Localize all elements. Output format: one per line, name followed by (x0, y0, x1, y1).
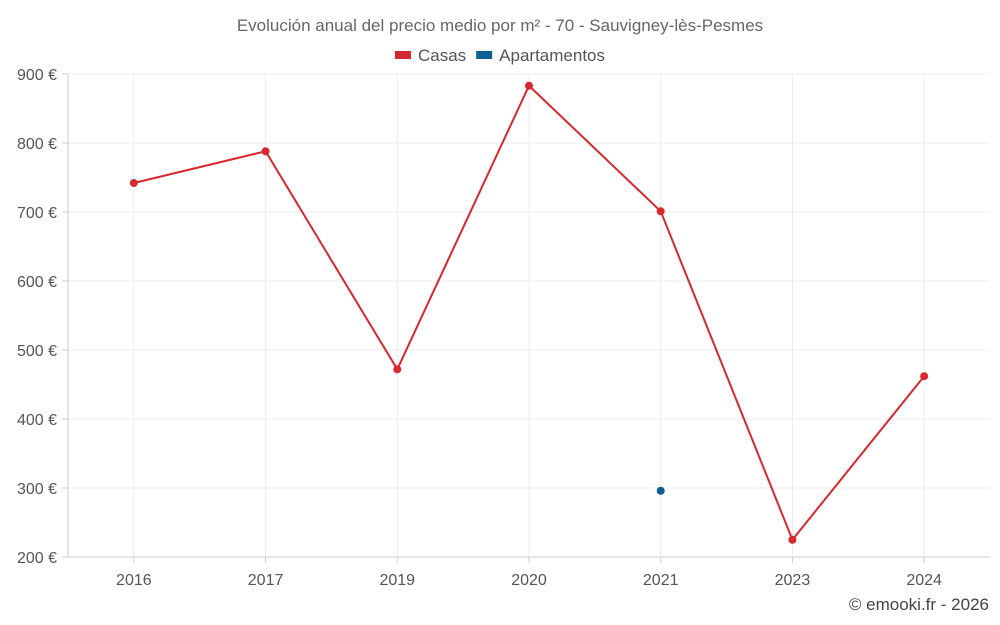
y-tick-label: 600 € (17, 274, 57, 291)
data-point-apartamentos[interactable] (656, 486, 665, 495)
y-tick-label: 900 € (17, 67, 57, 84)
x-tick-label: 2023 (775, 572, 811, 589)
data-point-casas[interactable] (261, 147, 270, 156)
data-point-casas[interactable] (393, 365, 402, 374)
x-axis: 2016 2017 2019 2020 2021 2023 2024 (116, 557, 942, 589)
x-tick-label: 2020 (511, 572, 547, 589)
legend-label-casas[interactable]: Casas (418, 46, 466, 65)
x-tick-label: 2024 (906, 572, 942, 589)
legend-label-apartamentos[interactable]: Apartamentos (499, 46, 605, 65)
legend-swatch-casas[interactable] (394, 51, 411, 59)
data-point-casas[interactable] (920, 372, 929, 381)
series-layer (129, 81, 929, 544)
chart-title: Evolución anual del precio medio por m² … (237, 16, 763, 35)
y-tick-label: 700 € (17, 205, 57, 222)
data-point-casas[interactable] (525, 81, 533, 90)
grid (68, 73, 990, 558)
legend: Casas Apartamentos (394, 46, 605, 65)
x-tick-label: 2021 (643, 572, 679, 589)
x-tick-label: 2016 (116, 572, 152, 589)
data-point-casas[interactable] (129, 179, 138, 188)
y-tick-label: 200 € (17, 550, 57, 567)
y-tick-label: 500 € (17, 343, 57, 360)
y-tick-label: 400 € (17, 412, 57, 429)
x-tick-label: 2017 (248, 572, 284, 589)
y-axis: 200 € 300 € 400 € 500 € 600 € 700 € 800 € 900 € (17, 67, 69, 567)
y-tick-label: 300 € (17, 481, 57, 498)
credit-text: © emooki.fr - 2026 (849, 595, 989, 614)
data-point-casas[interactable] (788, 535, 797, 544)
x-tick-label: 2019 (379, 572, 415, 589)
data-point-casas[interactable] (656, 207, 665, 216)
y-tick-label: 800 € (17, 136, 57, 153)
legend-swatch-apartamentos[interactable] (476, 51, 493, 59)
